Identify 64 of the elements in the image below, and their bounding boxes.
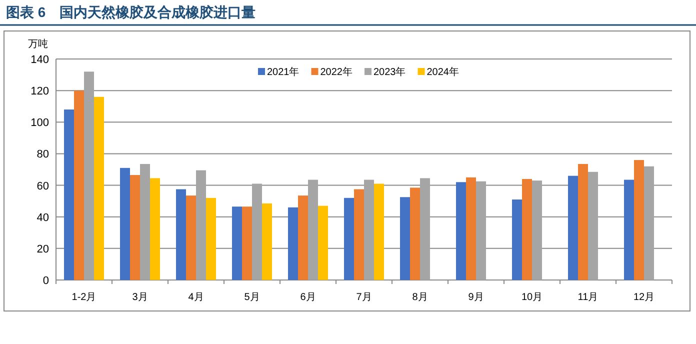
bar [344, 198, 354, 280]
y-tick-label: 0 [42, 275, 49, 287]
bar [588, 172, 598, 280]
chart-title: 图表 6 国内天然橡胶及合成橡胶进口量 [6, 4, 256, 20]
bar [624, 180, 634, 280]
bar [186, 196, 196, 280]
bar [522, 178, 532, 280]
y-tick-label: 60 [36, 180, 49, 192]
x-tick-label: 4月 [188, 292, 204, 303]
bar [140, 164, 150, 280]
x-tick-label: 7月 [356, 292, 372, 303]
x-tick-label: 1-2月 [72, 292, 96, 303]
bar [262, 203, 272, 280]
legend-label: 2024年 [426, 66, 459, 78]
bar [578, 164, 588, 280]
bar [568, 176, 578, 280]
x-tick-label: 8月 [412, 292, 428, 303]
legend-label: 2023年 [374, 66, 406, 78]
x-tick-label: 12月 [633, 292, 655, 303]
bar [364, 180, 374, 280]
bar [644, 166, 654, 280]
y-tick-label: 20 [36, 243, 49, 256]
bar [252, 184, 262, 280]
x-tick-label: 11月 [578, 292, 598, 303]
x-tick-label: 6月 [300, 292, 316, 303]
bar [374, 184, 384, 280]
bar [308, 180, 318, 280]
bar [354, 189, 364, 280]
bar [120, 168, 130, 280]
bar [466, 177, 476, 280]
bar [232, 206, 242, 280]
y-axis-title: 万吨 [28, 38, 48, 50]
bar [512, 199, 522, 280]
bar [400, 197, 410, 280]
bar [476, 181, 486, 280]
bar [130, 175, 140, 280]
y-tick-label: 100 [30, 117, 49, 130]
bar [150, 178, 160, 280]
bar [196, 170, 206, 280]
bar [456, 182, 466, 280]
bar [420, 178, 430, 280]
x-tick-label: 10月 [521, 292, 543, 303]
y-tick-label: 140 [30, 54, 49, 66]
bar [94, 96, 104, 280]
bar [634, 160, 644, 280]
bar [298, 196, 308, 280]
y-tick-label: 40 [36, 212, 49, 224]
legend-label: 2022年 [320, 66, 352, 78]
bar [176, 189, 186, 280]
x-tick-label: 3月 [132, 292, 148, 303]
bar [206, 198, 216, 280]
bar [242, 206, 252, 280]
y-tick-label: 80 [36, 148, 49, 161]
bar [318, 206, 328, 280]
y-tick-label: 120 [30, 86, 49, 98]
bar [74, 90, 84, 280]
bar [532, 180, 542, 280]
x-tick-label: 5月 [244, 292, 260, 303]
bar [64, 110, 74, 280]
legend-label: 2021年 [267, 66, 300, 78]
bar [84, 72, 94, 280]
bar [288, 207, 298, 280]
bar [410, 188, 420, 280]
x-tick-label: 9月 [468, 292, 484, 303]
